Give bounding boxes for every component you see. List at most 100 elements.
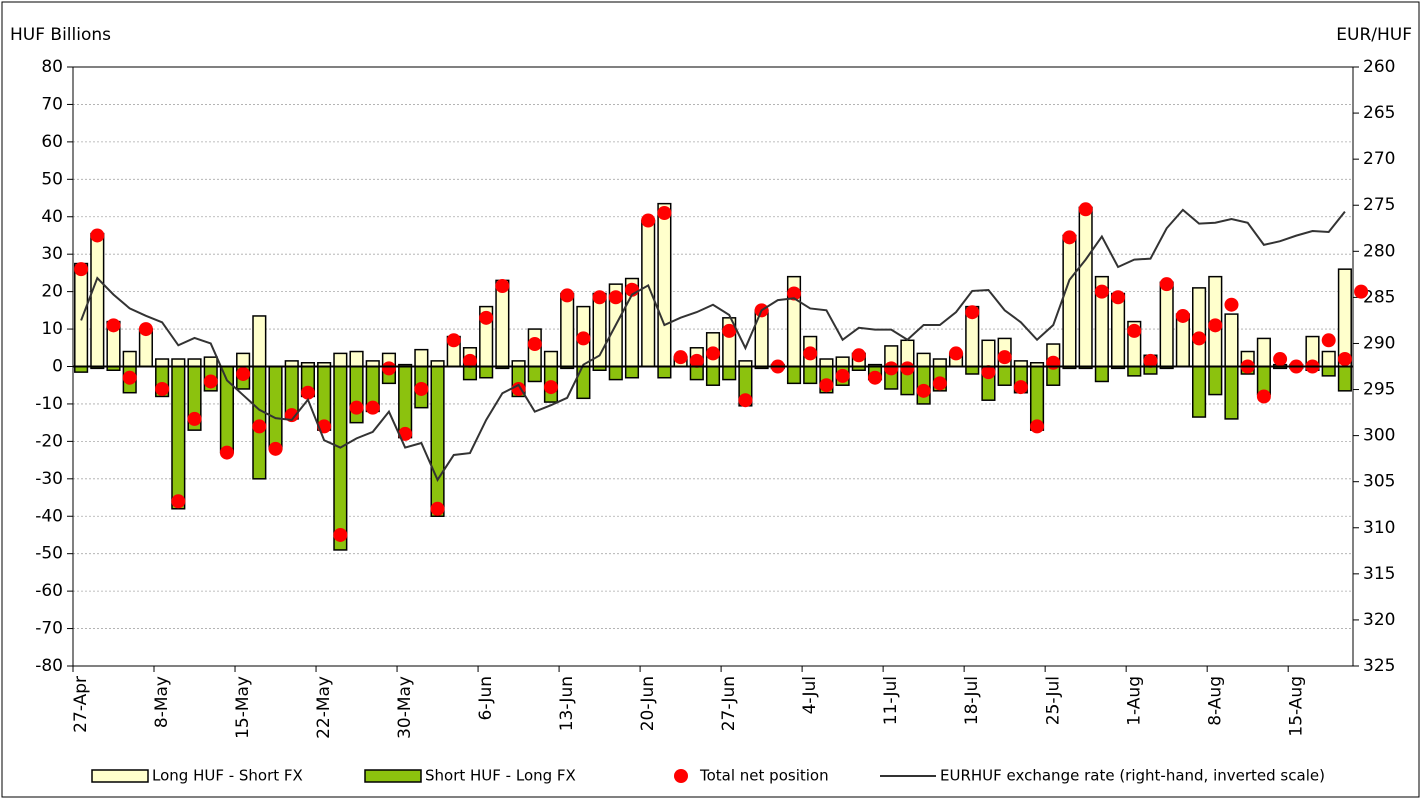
dot [414,381,429,396]
y2-tick-label: 270 [1363,149,1395,169]
legend-label: Total net position [699,767,829,785]
bar [916,352,931,368]
dot [1321,333,1336,348]
dot [835,368,850,383]
dot [1062,230,1077,245]
x-tick-label: 4-Jul [800,676,820,714]
dot [252,419,267,434]
bar [1337,365,1352,392]
dot [787,286,802,301]
bar [543,350,559,368]
legend-swatch [674,769,688,783]
dot [673,350,688,365]
dot [381,361,396,376]
dot [1354,284,1369,299]
y2-tick-label: 315 [1363,564,1395,584]
dot [641,213,656,228]
bar [1208,365,1223,396]
y2-tick-label: 280 [1363,241,1395,261]
dot [495,279,510,294]
y-tick-label: -30 [35,469,63,489]
y-tick-label: -60 [35,581,63,601]
dot [722,323,737,338]
x-tick-label: 1-Aug [1124,676,1144,726]
dot [236,366,251,381]
dot [74,262,89,277]
dot [527,337,542,352]
bar [527,365,542,383]
y-tick-label: 0 [52,357,63,377]
bar [657,365,672,379]
dot [1159,277,1174,292]
y2-tick-label: 265 [1363,103,1395,123]
bar [495,279,510,368]
dot [333,527,348,542]
bar [689,365,704,381]
dot [965,305,980,320]
bar [803,365,818,385]
dot [560,288,575,303]
dot [1094,284,1109,299]
x-tick-label: 13-Jun [557,676,577,731]
bar [576,365,591,400]
x-tick-label: 8-May [152,676,172,728]
bar [1127,365,1142,377]
dot [706,346,720,361]
y2-tick-label: 300 [1363,426,1395,446]
dot [219,445,234,460]
y2-tick-label: 275 [1363,195,1395,215]
bar [1256,337,1271,368]
plot-frame [72,66,1354,667]
dot [106,318,121,333]
dot [949,346,964,361]
x-tick-label: 11-Jul [881,676,901,725]
bar [1224,313,1239,368]
y2-tick-label: 320 [1363,610,1395,630]
dot [462,353,477,368]
x-tick-label: 27-Jun [719,676,739,731]
dot [997,350,1012,365]
x-tick-label: 15-May [233,676,253,739]
dot [1111,290,1126,305]
bar [981,339,996,368]
bar [252,315,267,368]
dot [1208,318,1223,333]
x-tick-label: 20-Jun [638,676,658,731]
y-tick-label: 40 [41,207,63,227]
legend-label: Long HUF - Short FX [152,767,303,785]
y-tick-label: 50 [41,169,63,189]
bar [171,358,186,368]
dot [122,370,137,385]
bar [479,365,494,379]
dot [738,393,753,408]
x-tick-label: 27-Apr [71,676,91,733]
dot [300,385,315,400]
bar [705,365,721,386]
y-tick-label: 70 [41,94,63,114]
bar [1159,281,1174,368]
dot [90,228,105,243]
dot [430,501,445,516]
y-tick-label: 10 [41,319,63,339]
dot [479,310,494,325]
bar [1078,206,1093,368]
bar [1321,365,1336,377]
bar [333,365,348,551]
bar [414,348,429,368]
bar [203,356,218,368]
legend-label: Short HUF - Long FX [425,767,576,785]
bar [1110,292,1126,368]
y2-tick-label: 310 [1363,518,1395,538]
y2-axis-label: EUR/HUF [1336,25,1412,45]
dot [932,376,947,391]
x-tick-label: 30-May [395,676,415,739]
dot [138,322,153,337]
dot [1127,323,1142,338]
dot [1013,380,1028,395]
bar [1224,365,1239,420]
dot [900,361,915,376]
x-tick-label: 8-Aug [1205,676,1225,726]
dot [884,361,899,376]
bar [965,365,980,375]
